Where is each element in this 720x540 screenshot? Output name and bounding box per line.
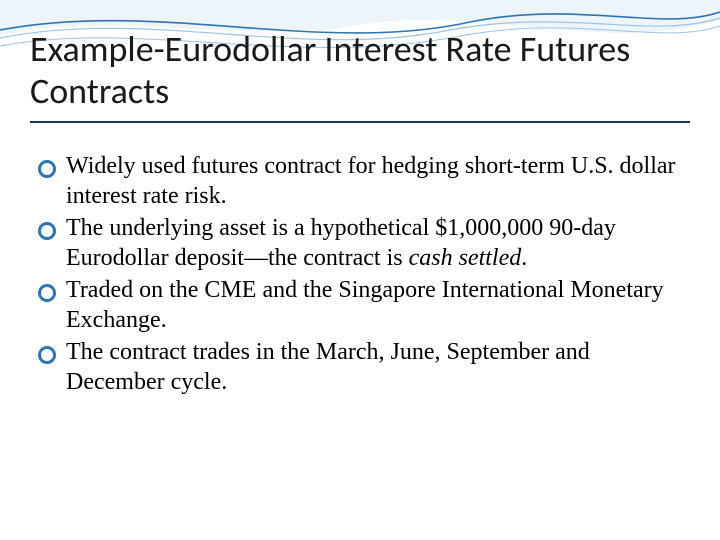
slide-content: Example-Eurodollar Interest Rate Futures…	[0, 0, 720, 419]
bullet-list: Widely used futures contract for hedging…	[30, 151, 690, 397]
bullet-item: The underlying asset is a hypothetical $…	[38, 213, 690, 273]
bullet-text-italic: cash settled	[409, 245, 522, 271]
bullet-item: Traded on the CME and the Singapore Inte…	[38, 275, 690, 335]
slide-title: Example-Eurodollar Interest Rate Futures…	[30, 28, 690, 113]
bullet-text: The underlying asset is a hypothetical $…	[66, 215, 616, 271]
bullet-text-tail: .	[521, 245, 527, 271]
bullet-item: Widely used futures contract for hedging…	[38, 151, 690, 211]
bullet-text: The contract trades in the March, June, …	[66, 339, 590, 395]
bullet-text: Traded on the CME and the Singapore Inte…	[66, 277, 664, 333]
bullet-text: Widely used futures contract for hedging…	[66, 153, 676, 209]
bullet-item: The contract trades in the March, June, …	[38, 337, 690, 397]
title-underline	[30, 121, 690, 123]
